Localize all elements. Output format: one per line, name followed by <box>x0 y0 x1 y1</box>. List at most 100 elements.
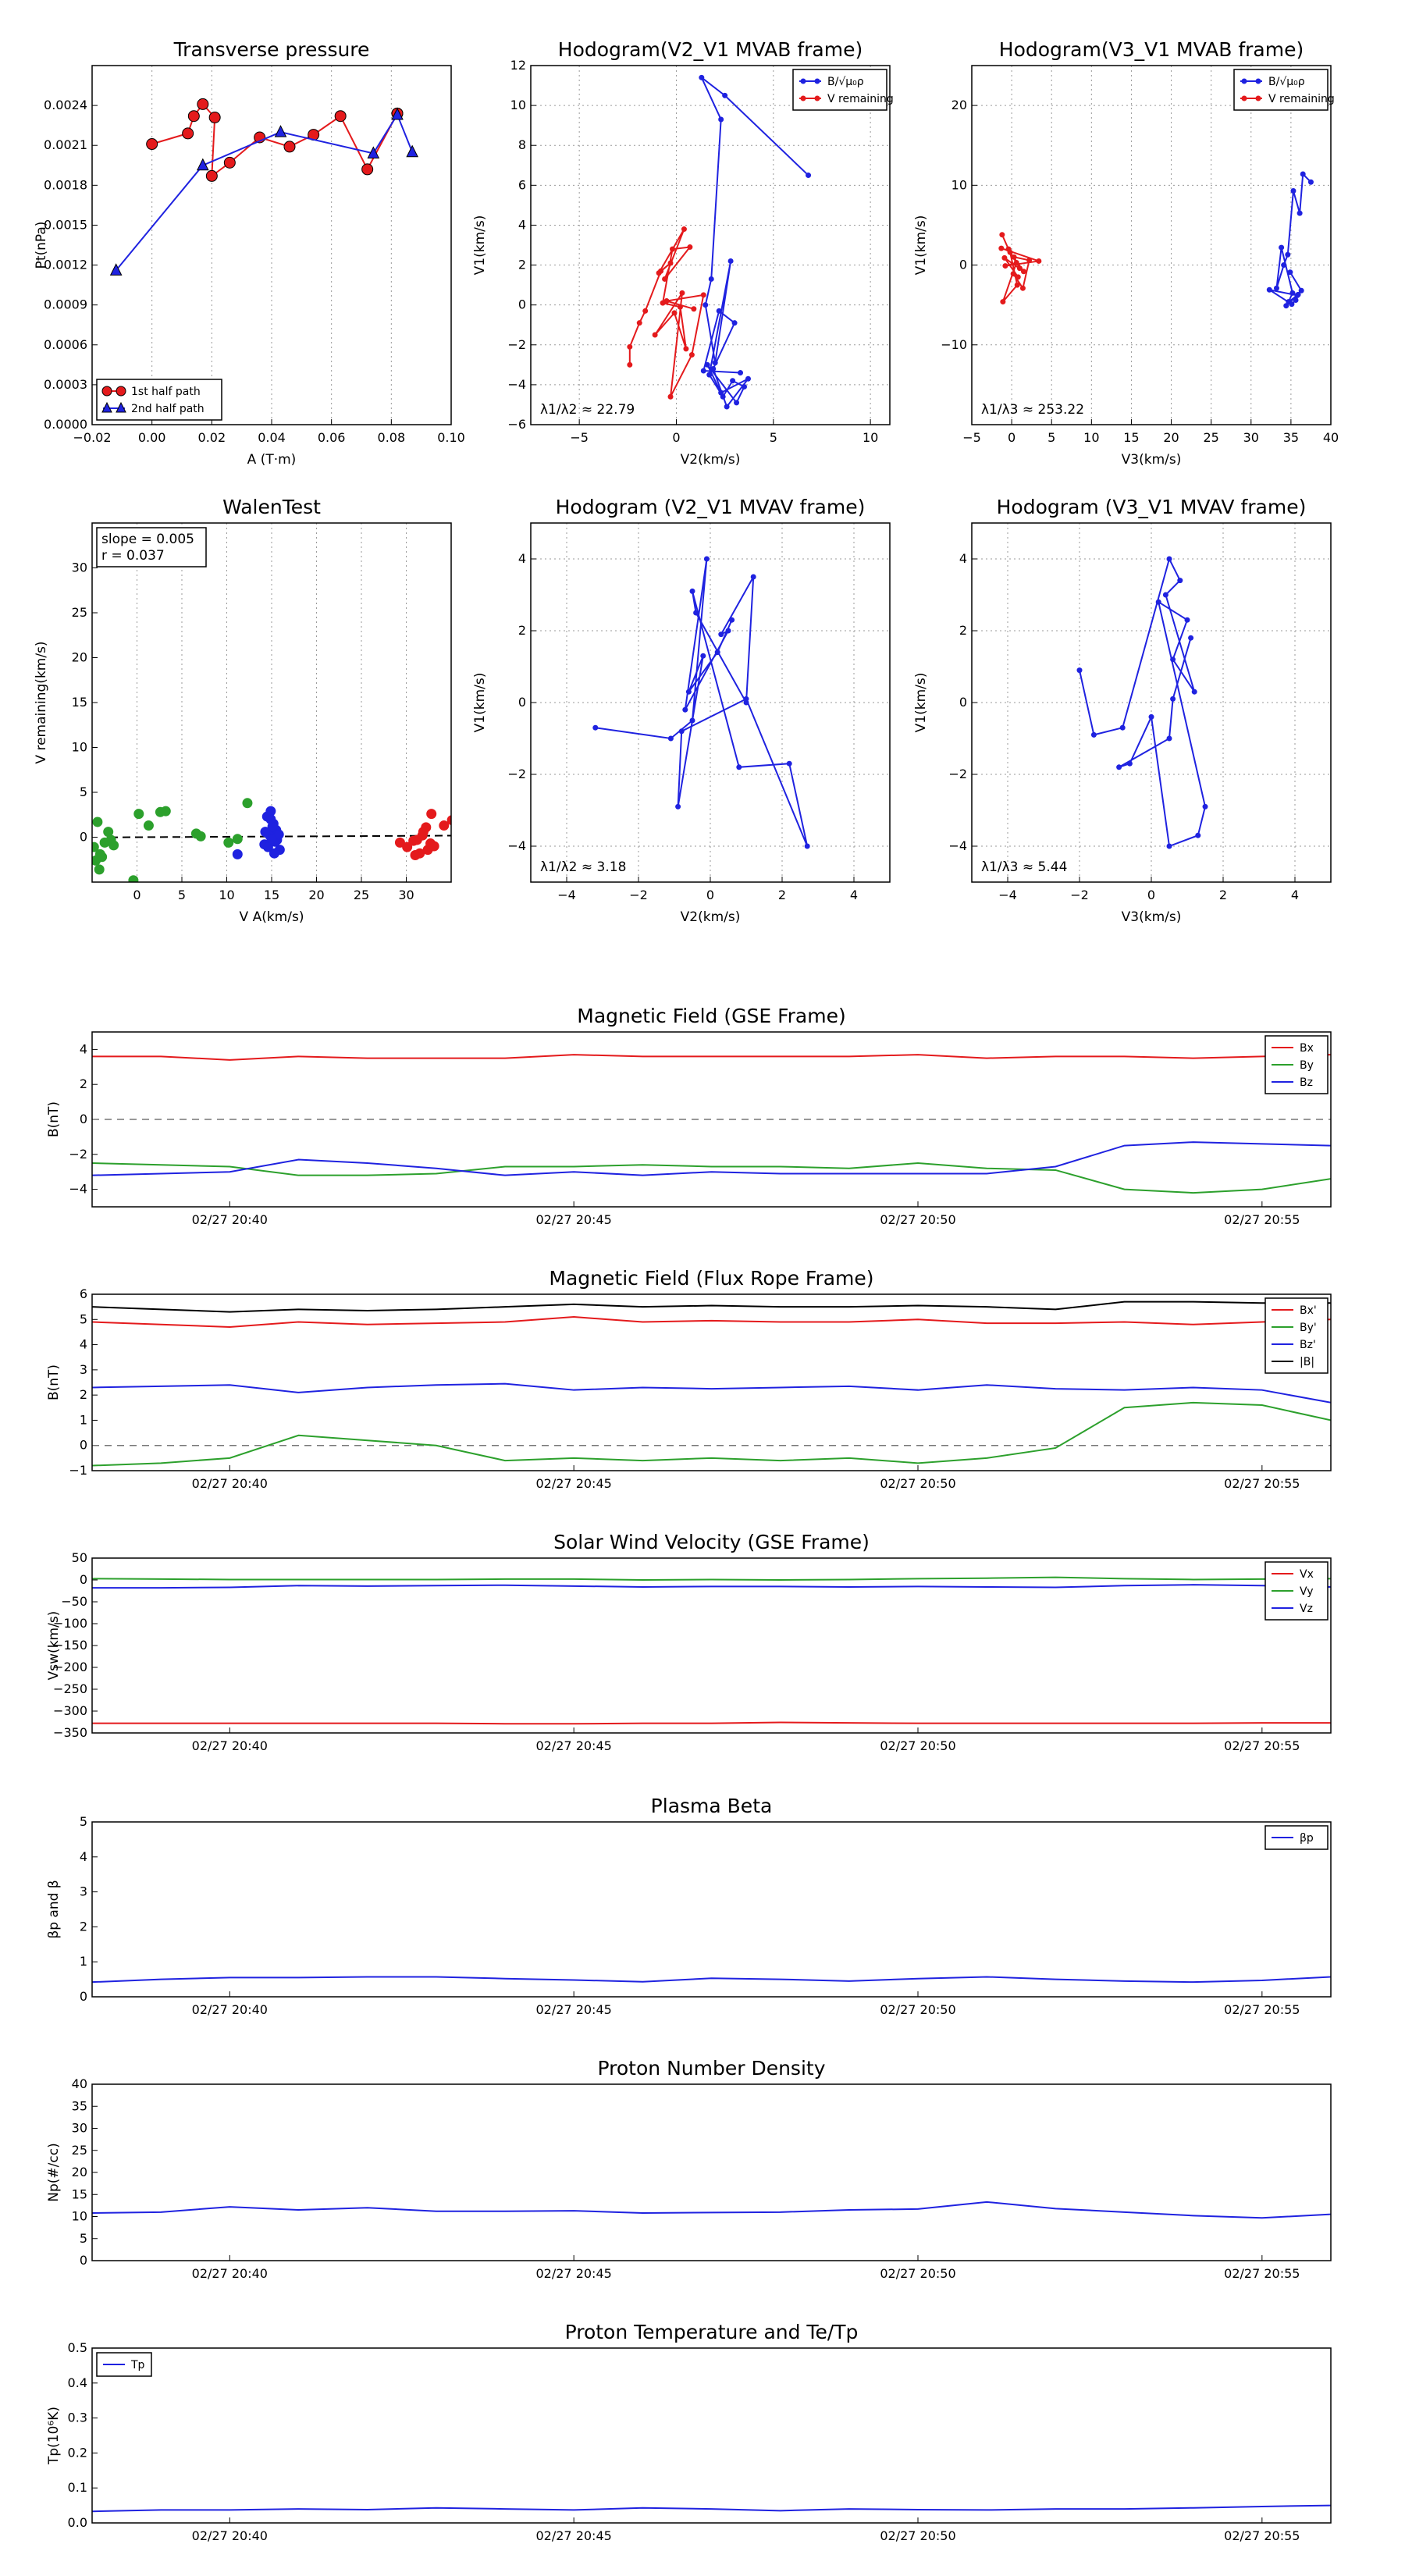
y-tick-label: 5 <box>80 2231 87 2246</box>
y-tick-label: 2 <box>518 258 526 272</box>
stats-line: slope = 0.005 <box>101 532 194 547</box>
data-point <box>710 365 717 372</box>
data-point <box>1202 803 1208 809</box>
y-axis-label: V1(km/s) <box>913 215 929 276</box>
x-tick-label: −4 <box>557 888 576 902</box>
y-tick-label: 12 <box>510 58 526 73</box>
plot-frame <box>91 2347 1332 2524</box>
x-tick-label: 02/27 20:50 <box>880 1212 955 1227</box>
y-axis-label: B(nT) <box>46 1364 62 1400</box>
x-tick-label: 02/27 20:55 <box>1224 2528 1300 2543</box>
x-tick-label: 02/27 20:45 <box>536 1212 612 1227</box>
y-axis-label: Np(#/cc) <box>46 2143 62 2201</box>
data-point <box>667 393 674 400</box>
plot-area <box>92 1300 1331 1467</box>
data-point <box>677 304 683 310</box>
data-point <box>999 232 1005 238</box>
x-tick-label: 5 <box>178 888 186 902</box>
y-axis-label: Pt(nPa) <box>34 222 49 269</box>
data-point <box>736 764 742 770</box>
stats-line: r = 0.037 <box>101 548 165 564</box>
y-axis-label: V remaining(km/s) <box>34 641 49 763</box>
data-point <box>205 169 218 182</box>
y-tick-label: 0.2 <box>68 2445 87 2460</box>
series-b--line <box>700 76 809 409</box>
x-tick-label: 10 <box>863 430 878 445</box>
y-tick-label: 35 <box>72 2098 87 2113</box>
data-point <box>682 706 688 713</box>
x-tick-label: 02/27 20:45 <box>536 1476 612 1491</box>
y-tick-label: 0.0018 <box>44 177 87 192</box>
y-tick-label: 25 <box>72 605 87 620</box>
chart-panel-4: Hodogram (V2_V1 MVAV frame) −4 −2 0 2 4 −4 −2 0 2… <box>472 496 891 925</box>
y-axis-label: βp and β <box>46 1880 62 1938</box>
data-point <box>681 226 687 233</box>
y-tick-label: −150 <box>53 1638 87 1653</box>
y-tick-label: 6 <box>518 177 526 192</box>
data-point <box>1191 688 1197 695</box>
scatter-point <box>429 841 439 852</box>
data-point <box>685 688 692 695</box>
data-point <box>712 360 718 366</box>
legend-label: Vz <box>1300 1603 1313 1615</box>
y-axis-label: Tp(10⁶K) <box>46 2407 62 2465</box>
y-axis-label: B(nT) <box>46 1101 62 1137</box>
y-tick-label: −2 <box>69 1147 87 1162</box>
chart-panel-11: Proton Temperature and Te/Tp 02/27 20:40 0… <box>46 2321 1332 2543</box>
plot-frame <box>91 1293 1332 1471</box>
data-point <box>1289 290 1296 296</box>
data-point <box>1170 656 1176 663</box>
legend-label: Bx <box>1300 1042 1314 1055</box>
data-point <box>1279 244 1285 251</box>
data-point <box>1281 262 1287 269</box>
x-tick-label: 02/27 20:55 <box>1224 2002 1300 2017</box>
legend-marker <box>116 401 126 413</box>
y-tick-label: 0.4 <box>68 2375 87 2390</box>
data-point <box>1170 696 1176 702</box>
scatter-point <box>97 852 108 863</box>
x-tick-label: −5 <box>962 430 981 445</box>
x-tick-label: 0 <box>672 430 680 445</box>
scatter-point <box>143 820 154 831</box>
y-tick-label: 10 <box>72 740 87 755</box>
y-tick-label: 20 <box>72 2165 87 2179</box>
plot-area <box>92 1054 1331 1194</box>
x-tick-label: −5 <box>570 430 589 445</box>
chart-title: Magnetic Field (GSE Frame) <box>577 1005 845 1027</box>
plot-area <box>92 798 451 882</box>
y-axis-label: Vsw(km/s) <box>46 1611 62 1681</box>
y-tick-label: −2 <box>507 767 526 781</box>
legend-label: By <box>1300 1059 1314 1072</box>
scatter-point <box>426 809 437 820</box>
data-point <box>1307 179 1314 185</box>
y-tick-label: −6 <box>507 417 526 432</box>
data-point <box>806 173 812 179</box>
y-tick-label: 0 <box>80 1438 87 1453</box>
plot-frame <box>91 1821 1332 1998</box>
data-point <box>1290 187 1297 194</box>
data-point <box>1283 303 1289 309</box>
x-tick-label: 30 <box>398 888 414 902</box>
x-tick-label: 2 <box>1219 888 1227 902</box>
data-point <box>1298 287 1304 294</box>
chart-panel-6: Magnetic Field (GSE Frame) 02/27 20:40 02/… <box>46 1005 1332 1227</box>
legend-label: |B| <box>1300 1356 1314 1368</box>
data-point <box>1285 251 1291 258</box>
scatter-point <box>105 834 116 845</box>
data-point <box>718 116 724 123</box>
chart-title: Hodogram(V3_V1 MVAB frame) <box>999 38 1304 61</box>
y-tick-label: 1 <box>80 1412 87 1427</box>
y-tick-label: 5 <box>80 1814 87 1829</box>
chart-title: Proton Number Density <box>598 2057 826 2080</box>
x-tick-label: 02/27 20:50 <box>880 2266 955 2281</box>
legend-marker <box>814 78 820 84</box>
legend-label: 2nd half path <box>131 403 205 415</box>
x-tick-label: 35 <box>1283 430 1299 445</box>
x-tick-label: 30 <box>1243 430 1259 445</box>
data-point <box>1287 269 1293 276</box>
chart-title: Magnetic Field (Flux Rope Frame) <box>549 1267 873 1290</box>
scatter-point <box>223 837 234 848</box>
data-point <box>679 290 685 296</box>
data-point <box>1162 592 1168 598</box>
data-point <box>1148 713 1154 720</box>
